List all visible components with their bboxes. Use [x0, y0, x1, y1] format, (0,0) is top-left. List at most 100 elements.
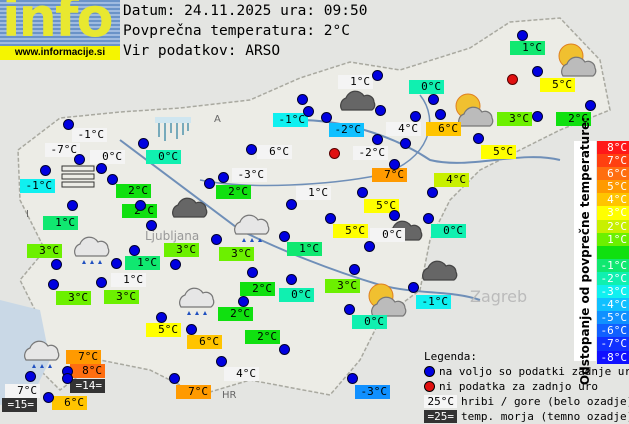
station-temperature-label[interactable]: 2°C [240, 282, 275, 296]
station-temperature-label[interactable]: -1°C [273, 113, 308, 127]
station-temperature-label[interactable]: 1°C [125, 256, 160, 270]
station-dot[interactable] [204, 178, 215, 189]
station-dot[interactable] [238, 296, 249, 307]
station-temperature-label[interactable]: 0°C [352, 315, 387, 329]
station-dot[interactable] [428, 94, 439, 105]
station-dot[interactable] [473, 133, 484, 144]
station-temperature-label[interactable]: 7°C [5, 384, 40, 398]
station-dot[interactable] [62, 373, 73, 384]
info-logo[interactable]: info www.informacije.si [0, 0, 120, 60]
station-temperature-label[interactable]: 7°C [176, 385, 211, 399]
station-dot[interactable] [146, 220, 157, 231]
station-dot[interactable] [216, 356, 227, 367]
station-temperature-label[interactable]: 8°C [70, 364, 105, 378]
station-dot[interactable] [303, 106, 314, 117]
station-temperature-label[interactable]: -1°C [416, 295, 451, 309]
station-temperature-label[interactable]: -7°C [45, 143, 80, 157]
station-temperature-label[interactable]: -2°C [353, 146, 388, 160]
station-temperature-label[interactable]: 2°C [556, 112, 591, 126]
station-temperature-label[interactable]: 3°C [219, 247, 254, 261]
station-dot[interactable] [372, 134, 383, 145]
station-temperature-label[interactable]: 2°C [245, 330, 280, 344]
station-dot[interactable] [67, 200, 78, 211]
station-dot[interactable] [372, 70, 383, 81]
station-dot[interactable] [585, 100, 596, 111]
station-temperature-label[interactable]: 0°C [90, 150, 125, 164]
station-temperature-label[interactable]: 1°C [510, 41, 545, 55]
station-temperature-label[interactable]: 1°C [43, 216, 78, 230]
station-temperature-label[interactable]: 3°C [497, 112, 532, 126]
station-dot[interactable] [286, 274, 297, 285]
station-dot[interactable] [170, 259, 181, 270]
station-temperature-label[interactable]: 5°C [333, 224, 368, 238]
station-temperature-label[interactable]: 1°C [338, 75, 373, 89]
station-dot[interactable] [408, 282, 419, 293]
station-dot[interactable] [63, 119, 74, 130]
station-dot[interactable] [375, 105, 386, 116]
station-dot[interactable] [48, 279, 59, 290]
station-dot[interactable] [169, 373, 180, 384]
station-dot[interactable] [344, 304, 355, 315]
station-dot[interactable] [138, 138, 149, 149]
station-temperature-label[interactable]: 4°C [434, 173, 469, 187]
station-temperature-label[interactable]: 0°C [279, 288, 314, 302]
station-temperature-label[interactable]: 4°C [224, 367, 259, 381]
station-dot[interactable] [135, 200, 146, 211]
station-dot[interactable] [40, 165, 51, 176]
station-dot[interactable] [423, 213, 434, 224]
station-dot[interactable] [43, 392, 54, 403]
station-dot[interactable] [297, 94, 308, 105]
station-dot[interactable] [427, 187, 438, 198]
station-dot[interactable] [389, 159, 400, 170]
station-dot[interactable] [321, 112, 332, 123]
station-temperature-label[interactable]: 3°C [27, 244, 62, 258]
station-temperature-label[interactable]: 3°C [56, 291, 91, 305]
station-dot[interactable] [247, 267, 258, 278]
station-dot[interactable] [357, 187, 368, 198]
station-temperature-label[interactable]: 3°C [325, 279, 360, 293]
station-dot[interactable] [74, 154, 85, 165]
station-dot[interactable] [25, 371, 36, 382]
station-temperature-label[interactable]: 1°C [296, 186, 331, 200]
station-temperature-label[interactable]: 2°C [116, 184, 151, 198]
logo-url[interactable]: www.informacije.si [0, 46, 120, 60]
station-temperature-label[interactable]: -3°C [355, 385, 390, 399]
station-temperature-label[interactable]: 7°C [66, 350, 101, 364]
station-temperature-label[interactable]: 0°C [431, 224, 466, 238]
station-dot[interactable] [364, 241, 375, 252]
station-temperature-label[interactable]: 7°C [372, 168, 407, 182]
station-temperature-label[interactable]: 4°C [386, 122, 421, 136]
station-temperature-label[interactable]: 1°C [111, 273, 146, 287]
station-temperature-label[interactable]: 2°C [122, 204, 157, 218]
station-dot[interactable] [400, 138, 411, 149]
station-temperature-label[interactable]: 2°C [216, 185, 251, 199]
station-dot[interactable] [532, 111, 543, 122]
station-dot[interactable] [347, 373, 358, 384]
station-temperature-label[interactable]: 6°C [426, 122, 461, 136]
station-temperature-label[interactable]: 5°C [364, 199, 399, 213]
station-temperature-label[interactable]: 5°C [540, 78, 575, 92]
station-temperature-label[interactable]: 2°C [218, 307, 253, 321]
station-dot[interactable] [279, 344, 290, 355]
station-dot[interactable] [211, 234, 222, 245]
station-dot[interactable] [246, 144, 257, 155]
station-temperature-label[interactable]: 6°C [187, 335, 222, 349]
station-dot[interactable] [96, 163, 107, 174]
station-temperature-label[interactable]: 1°C [287, 242, 322, 256]
station-temperature-label[interactable]: =14= [70, 379, 105, 393]
station-dot[interactable] [107, 174, 118, 185]
station-temperature-label[interactable]: 6°C [52, 396, 87, 410]
station-dot[interactable] [517, 30, 528, 41]
station-temperature-label[interactable]: 3°C [164, 243, 199, 257]
station-dot[interactable] [279, 231, 290, 242]
station-dot[interactable] [156, 312, 167, 323]
station-dot[interactable] [532, 66, 543, 77]
station-missing-dot[interactable] [507, 74, 518, 85]
station-missing-dot[interactable] [329, 148, 340, 159]
station-dot[interactable] [349, 264, 360, 275]
station-dot[interactable] [218, 172, 229, 183]
station-temperature-label[interactable]: 0°C [409, 80, 444, 94]
station-temperature-label[interactable]: 0°C [146, 150, 181, 164]
station-dot[interactable] [129, 245, 140, 256]
station-dot[interactable] [325, 213, 336, 224]
